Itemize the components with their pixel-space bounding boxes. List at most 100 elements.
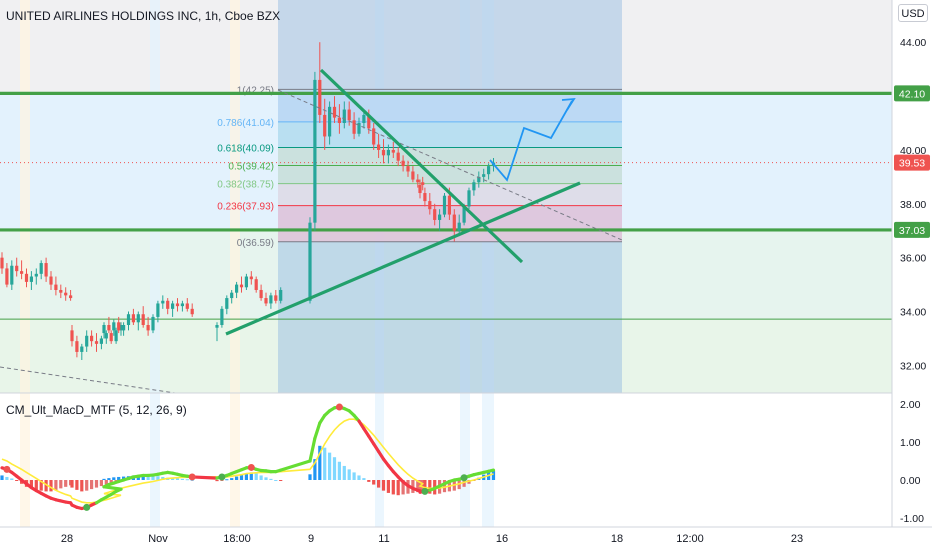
candle-body (458, 223, 461, 231)
candle-body (10, 266, 13, 285)
macd-histogram-bar (264, 477, 267, 480)
candle-body (423, 193, 426, 201)
time-tick-label: 18 (611, 533, 623, 545)
candle-body (142, 314, 145, 325)
candle-body (181, 303, 184, 306)
macd-histogram-bar (328, 453, 331, 480)
session-band (482, 393, 494, 527)
cross-dot (218, 473, 225, 480)
macd-histogram-bar (181, 479, 184, 480)
candle-body (338, 118, 341, 123)
macd-histogram-bar (225, 479, 228, 480)
candle-body (313, 80, 316, 223)
session-band (150, 0, 160, 393)
macd-line-segment (489, 470, 494, 471)
macd-histogram-bar (372, 480, 375, 485)
candle-body (117, 322, 120, 330)
macd-line-segment (281, 461, 310, 470)
indicator-title: CM_Ult_MacD_MTF (5, 12, 26, 9) (6, 403, 187, 417)
candle-body (318, 80, 321, 115)
candle-body (49, 277, 52, 285)
candle-body (54, 285, 57, 290)
macd-line-segment (315, 423, 320, 438)
cross-dot (3, 466, 10, 473)
macd-histogram-bar (176, 478, 179, 480)
candle-body (250, 277, 253, 280)
macd-histogram-bar (80, 480, 83, 491)
candle-body (269, 295, 272, 303)
macd-histogram-bar (279, 480, 282, 481)
candle-body (308, 223, 311, 301)
candle-body (122, 325, 125, 330)
candle-body (487, 166, 490, 174)
macd-histogram-bar (70, 480, 73, 488)
macd-histogram-bar (274, 480, 277, 481)
candle-body (279, 290, 282, 301)
candle-body (472, 182, 475, 190)
fib-label: 0.786(41.04) (217, 118, 274, 129)
candle-body (411, 171, 414, 179)
price-tick-label: 38.00 (900, 199, 926, 211)
candle-body (392, 150, 395, 153)
candle-body (406, 166, 409, 171)
time-tick-label: 23 (791, 533, 803, 545)
time-tick-label: 18:00 (223, 533, 251, 545)
candle-body (255, 279, 258, 290)
candle-body (105, 333, 108, 338)
cross-dot (189, 473, 196, 480)
macd-histogram-bar (255, 474, 258, 480)
time-tick-label: 28 (61, 533, 73, 545)
candle-body (107, 325, 110, 330)
macd-histogram-bar (348, 469, 351, 480)
background-layer (0, 0, 892, 527)
session-band (230, 393, 240, 527)
macd-histogram-bar (0, 475, 3, 480)
fib-label: 0.382(38.75) (217, 180, 274, 191)
candle-body (416, 180, 419, 183)
session-band (20, 0, 30, 393)
session-band (230, 0, 240, 393)
macd-histogram-bar (230, 478, 233, 480)
candle-body (397, 153, 400, 161)
candle-body (402, 161, 405, 166)
macd-histogram-bar (235, 477, 238, 480)
macd-histogram-bar (10, 478, 13, 480)
macd-tick-label: 1.00 (900, 437, 921, 449)
candle-body (225, 298, 228, 309)
candle-body (274, 295, 277, 300)
candle-body (438, 215, 441, 220)
candle-body (260, 290, 263, 298)
candle-body (166, 301, 169, 309)
macd-histogram-bar (85, 480, 88, 491)
price-tick-label: 32.00 (900, 360, 926, 372)
currency-button[interactable]: USD (898, 4, 928, 22)
macd-histogram-bar (112, 477, 115, 480)
candle-body (353, 120, 356, 133)
candle-body (220, 309, 223, 325)
time-tick-label: 12:00 (676, 533, 704, 545)
macd-histogram-bar (308, 474, 311, 480)
macd-histogram-bar (102, 479, 105, 480)
macd-histogram-bar (377, 480, 380, 488)
macd-histogram-bar (343, 466, 346, 480)
cross-dot (83, 504, 90, 511)
price-label-text: 37.03 (899, 225, 925, 237)
macd-histogram-bar (333, 457, 336, 480)
macd-histogram-bar (186, 479, 189, 480)
candle-body (75, 341, 78, 352)
macd-histogram-bar (353, 472, 356, 480)
candle-body (428, 201, 431, 209)
macd-line-segment (310, 438, 315, 461)
candle-body (362, 115, 365, 123)
candle-body (387, 150, 390, 155)
macd-histogram-bar (362, 478, 365, 480)
candle-body (110, 333, 113, 341)
candle-body (112, 322, 115, 330)
price-label-text: 42.10 (899, 88, 925, 100)
fib-label: 0.618(40.09) (217, 144, 274, 155)
candle-body (264, 298, 267, 303)
cross-dot (461, 474, 468, 481)
macd-histogram-bar (492, 471, 495, 480)
candle-body (448, 196, 451, 215)
